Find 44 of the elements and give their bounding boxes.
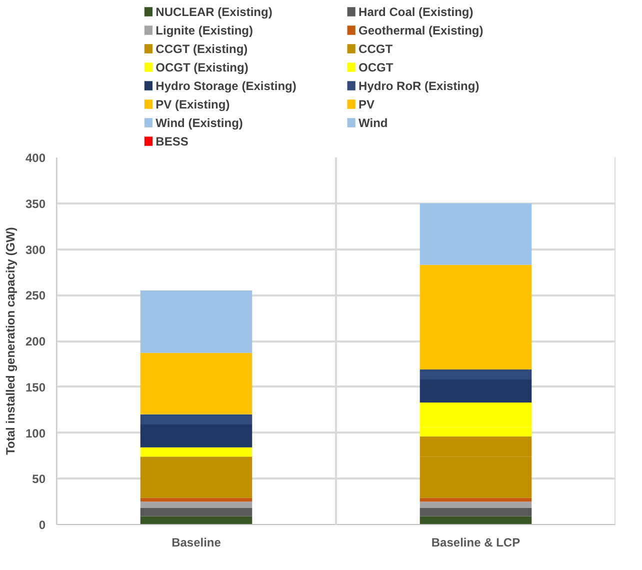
bar [420, 380, 532, 402]
bar [140, 290, 252, 353]
bar [140, 456, 252, 498]
legend-label: Wind (Existing) [156, 116, 243, 130]
y-tick-label: 300 [25, 242, 46, 257]
legend-label: PV [358, 97, 375, 112]
bar [140, 447, 252, 457]
y-axis-title: Total installed generation capacity (GW) [3, 227, 18, 455]
legend-label: Hydro RoR (Existing) [358, 78, 480, 93]
legend-label: Lignite (Existing) [156, 23, 254, 38]
legend-label: OCGT [358, 60, 394, 74]
bar [140, 424, 252, 448]
legend-label: OCGT (Existing) [156, 60, 248, 74]
x-tick-label: Baseline & LCP [431, 536, 520, 550]
legend-label: CCGT [358, 42, 394, 56]
legend-label: Hydro Storage (Existing) [156, 78, 296, 93]
bar [420, 498, 532, 502]
legend-label: NUCLEAR (Existing) [156, 4, 272, 19]
bar [140, 414, 252, 424]
bar [140, 352, 252, 414]
x-tick-label: Baseline [172, 536, 222, 550]
legend-label: BESS [156, 134, 188, 148]
legend-label: Hard Coal (Existing) [358, 4, 474, 19]
legend-label: Geothermal (Existing) [358, 23, 484, 38]
bar [420, 369, 532, 380]
bar [140, 516, 252, 524]
bar [420, 516, 532, 524]
bar [140, 498, 252, 502]
bar [420, 508, 532, 516]
bar [140, 502, 252, 508]
legend-label: Wind [358, 116, 388, 130]
y-tick-label: 200 [25, 334, 46, 348]
y-tick-label: 400 [25, 151, 46, 165]
legend-label: CCGT (Existing) [156, 42, 248, 56]
y-tick-label: 350 [25, 196, 46, 211]
bar [420, 502, 532, 508]
y-tick-label: 100 [25, 426, 46, 440]
y-tick-label: 50 [32, 472, 46, 486]
y-tick-label: 0 [38, 518, 46, 532]
y-tick-label: 150 [25, 380, 46, 394]
legend-label: PV (Existing) [156, 97, 230, 112]
y-tick-label: 250 [25, 288, 46, 303]
bar [140, 508, 252, 516]
bar [420, 203, 532, 265]
